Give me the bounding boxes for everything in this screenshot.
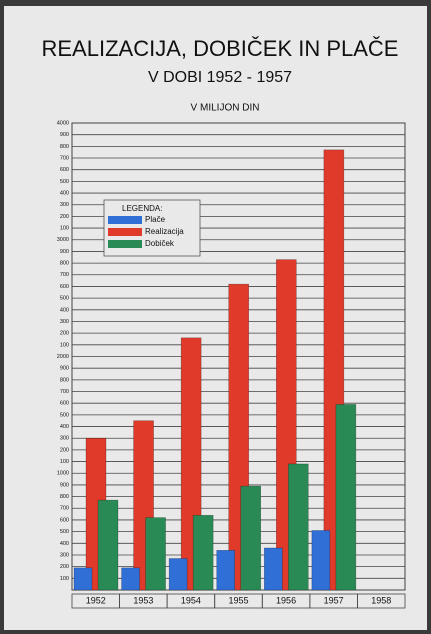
y-tick-label: 200: [60, 214, 69, 220]
y-tick-label: 400: [60, 541, 69, 547]
y-tick-label: 1000: [57, 471, 69, 477]
y-tick-label: 900: [60, 482, 69, 488]
y-tick-label: 800: [60, 494, 69, 500]
chart-subtitle: V DOBI 1952 - 1957: [148, 69, 292, 86]
x-tick-label: 1956: [276, 595, 296, 605]
y-tick-label: 900: [60, 249, 69, 255]
y-tick-label: 300: [60, 436, 69, 442]
bar: [193, 515, 213, 590]
y-tick-label: 900: [60, 366, 69, 372]
x-tick-label: 1952: [86, 595, 106, 605]
y-tick-label: 800: [60, 377, 69, 383]
y-tick-label: 500: [60, 296, 69, 302]
y-tick-label: 100: [60, 342, 69, 348]
y-tick-label: 800: [60, 144, 69, 150]
y-tick-label: 700: [60, 506, 69, 512]
y-tick-label: 100: [60, 576, 69, 582]
y-tick-label: 900: [60, 132, 69, 138]
y-tick-label: 700: [60, 272, 69, 278]
y-tick-label: 600: [60, 284, 69, 290]
bar: [312, 530, 330, 590]
chart-title: REALIZACIJA, DOBIČEK IN PLAČE: [42, 36, 399, 61]
y-tick-label: 500: [60, 412, 69, 418]
bar: [264, 548, 282, 590]
bar: [74, 568, 92, 590]
y-tick-label: 4000: [57, 120, 69, 126]
legend-swatch: [108, 240, 142, 248]
bar: [122, 568, 140, 590]
y-tick-label: 300: [60, 319, 69, 325]
x-tick-label: 1953: [133, 595, 153, 605]
bar: [241, 486, 261, 590]
y-tick-label: 600: [60, 167, 69, 173]
y-tick-label: 200: [60, 564, 69, 570]
page: REALIZACIJA, DOBIČEK IN PLAČE V DOBI 195…: [0, 0, 431, 634]
legend-title: LEGENDA:: [122, 204, 162, 213]
y-tick-label: 600: [60, 517, 69, 523]
y-tick-label: 400: [60, 424, 69, 430]
y-tick-label: 2000: [57, 354, 69, 360]
y-axis-label: V MILIJON DIN: [191, 103, 260, 114]
legend-label: Realizacija: [145, 227, 184, 236]
y-tick-label: 100: [60, 459, 69, 465]
y-tick-label: 100: [60, 226, 69, 232]
bar: [336, 404, 356, 590]
legend-label: Plače: [145, 215, 166, 224]
y-tick-label: 400: [60, 191, 69, 197]
y-tick-label: 400: [60, 307, 69, 313]
chart: REALIZACIJA, DOBIČEK IN PLAČE V DOBI 195…: [0, 0, 431, 634]
y-tick-label: 600: [60, 401, 69, 407]
bar: [169, 558, 187, 590]
y-tick-label: 800: [60, 261, 69, 267]
x-tick-label: 1955: [228, 595, 248, 605]
bar: [217, 550, 235, 590]
x-tick-label: 1957: [324, 595, 344, 605]
legend-label: Dobiček: [145, 239, 175, 248]
y-tick-label: 300: [60, 202, 69, 208]
legend-swatch: [108, 216, 142, 224]
y-tick-label: 200: [60, 447, 69, 453]
y-tick-label: 3000: [57, 237, 69, 243]
bar: [146, 518, 166, 590]
y-tick-label: 700: [60, 389, 69, 395]
y-tick-label: 500: [60, 179, 69, 185]
x-tick-label: 1954: [181, 595, 201, 605]
y-tick-label: 300: [60, 552, 69, 558]
legend-swatch: [108, 228, 142, 236]
bar: [288, 464, 308, 590]
y-tick-label: 500: [60, 529, 69, 535]
y-tick-label: 200: [60, 331, 69, 337]
bar: [98, 500, 118, 590]
y-tick-label: 700: [60, 155, 69, 161]
x-tick-label: 1958: [371, 595, 391, 605]
